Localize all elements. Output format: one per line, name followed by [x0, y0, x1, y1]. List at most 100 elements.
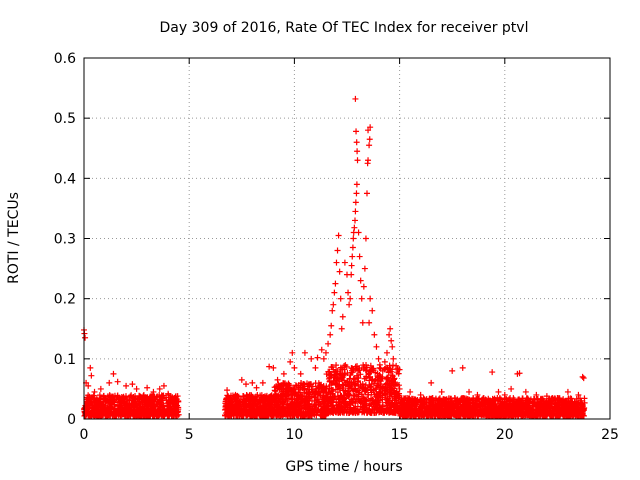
data-point [322, 349, 329, 356]
data-point [301, 349, 308, 356]
data-point [412, 409, 419, 416]
data-point [366, 319, 373, 326]
data-point [147, 410, 154, 417]
data-point [319, 386, 326, 393]
data-point [388, 337, 395, 344]
data-point [572, 400, 579, 407]
data-point [334, 247, 341, 254]
data-point [274, 376, 281, 383]
data-point [287, 358, 294, 365]
data-point [431, 405, 438, 412]
data-point [288, 395, 295, 402]
data-point [88, 372, 95, 379]
data-point [171, 394, 178, 401]
data-point [448, 405, 455, 412]
data-point [241, 398, 248, 405]
data-point [113, 407, 120, 414]
data-point [115, 412, 122, 419]
data-point [367, 124, 374, 131]
data-point [259, 379, 266, 386]
data-point [85, 382, 92, 389]
data-point [341, 363, 348, 370]
data-point [160, 382, 167, 389]
data-point [336, 268, 343, 275]
data-point [337, 404, 344, 411]
data-point [353, 190, 360, 197]
data-point [351, 217, 358, 224]
data-point [480, 394, 487, 401]
data-point [420, 412, 427, 419]
data-point [580, 375, 587, 382]
y-tick-label: 0.3 [54, 232, 76, 248]
data-point [488, 408, 495, 415]
data-point [142, 394, 149, 401]
data-point [302, 403, 309, 410]
data-point [132, 395, 139, 402]
data-point [297, 382, 304, 389]
data-point [95, 400, 102, 407]
data-point [363, 190, 370, 197]
data-point [379, 367, 386, 374]
data-point [341, 259, 348, 266]
data-point [280, 370, 287, 377]
data-point [519, 395, 526, 402]
data-point [459, 398, 466, 405]
data-point [110, 370, 117, 377]
data-point [481, 407, 488, 414]
data-point [253, 403, 260, 410]
y-axis-label: ROTI / TECUs [6, 192, 22, 284]
data-point [291, 400, 298, 407]
data-point [90, 412, 97, 419]
data-point [270, 364, 277, 371]
data-point [133, 385, 140, 392]
data-point [527, 405, 534, 412]
data-point [325, 340, 332, 347]
data-point [357, 398, 364, 405]
data-point [368, 395, 375, 402]
data-point [475, 409, 482, 416]
data-point [337, 385, 344, 392]
data-point [364, 391, 371, 398]
data-point [554, 394, 561, 401]
data-point [327, 407, 334, 414]
data-point [400, 395, 407, 402]
data-point [332, 280, 339, 287]
data-point [312, 364, 319, 371]
data-point [250, 412, 257, 419]
data-point [128, 392, 135, 399]
data-point [270, 395, 277, 402]
data-point [449, 367, 456, 374]
data-point [386, 362, 393, 369]
data-point [507, 395, 514, 402]
data-point [428, 379, 435, 386]
data-point [435, 396, 442, 403]
data-point [112, 412, 119, 419]
data-point [348, 271, 355, 278]
data-point [246, 410, 253, 417]
data-point [392, 379, 399, 386]
data-point [457, 396, 464, 403]
data-point [240, 411, 247, 418]
data-points [81, 95, 588, 419]
data-point [494, 409, 501, 416]
data-point [345, 289, 352, 296]
data-point [354, 157, 361, 164]
data-point [352, 95, 359, 102]
data-point [120, 399, 127, 406]
data-point [261, 402, 268, 409]
data-point [311, 403, 318, 410]
data-point [468, 409, 475, 416]
data-point [329, 393, 336, 400]
data-point [572, 405, 579, 412]
data-point [373, 343, 380, 350]
data-point [543, 393, 550, 400]
data-point [285, 404, 292, 411]
data-point [376, 397, 383, 404]
data-point [381, 358, 388, 365]
data-point [273, 394, 280, 401]
data-point [491, 402, 498, 409]
data-point [575, 391, 582, 398]
data-point [460, 409, 467, 416]
data-point [351, 224, 358, 231]
data-point [353, 139, 360, 146]
